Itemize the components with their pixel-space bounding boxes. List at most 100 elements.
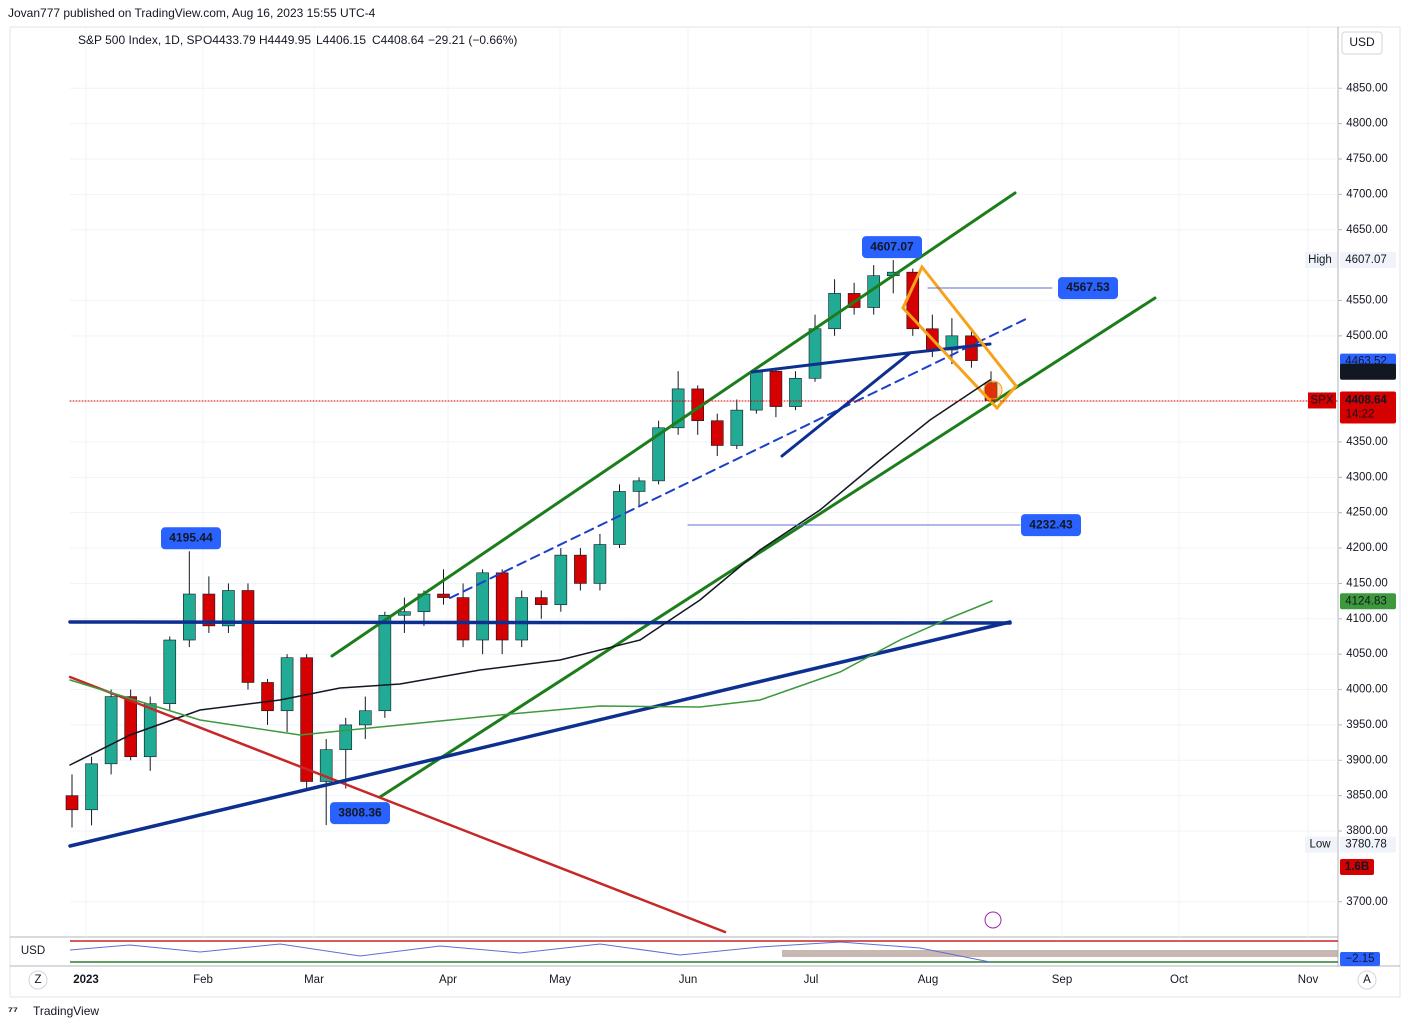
- candle-body: [104, 696, 118, 765]
- symbol-name: S&P 500 Index, 1D, SP: [78, 33, 203, 47]
- highlight: [983, 380, 1003, 400]
- x-tick-label: May: [549, 974, 571, 986]
- horizontal-support: [68, 620, 1012, 625]
- y-tick-label: 4550.00: [1346, 294, 1388, 306]
- x-tick-label: Feb: [193, 974, 213, 986]
- candle-body: [456, 597, 470, 641]
- candle-body: [143, 703, 157, 758]
- y-tick-label: 4350.00: [1346, 436, 1388, 448]
- event-icon[interactable]: [984, 911, 1002, 929]
- callout-label: 4567.53: [1066, 280, 1110, 294]
- candle-body: [202, 593, 216, 627]
- candle-body: [652, 427, 665, 482]
- candle-body: [280, 657, 294, 712]
- scale-label-box: [1340, 593, 1396, 610]
- candle-body: [515, 597, 529, 641]
- plot-area: [65, 27, 1338, 937]
- scale-label-box: [1340, 836, 1396, 853]
- candle-body: [632, 480, 646, 492]
- y-tick-label: 4000.00: [1346, 684, 1388, 696]
- x-tick-label: Sep: [1052, 974, 1072, 986]
- candle-body: [163, 639, 177, 704]
- callout-box: [330, 802, 390, 825]
- candle-body: [124, 696, 137, 758]
- candle-body: [789, 377, 802, 407]
- low-tag: [1305, 836, 1337, 853]
- published-line: Jovan777 published on TradingView.com, A…: [8, 6, 376, 20]
- ma-green: [69, 600, 993, 736]
- callout-label: 4607.07: [870, 239, 914, 253]
- y-tick-label: 4050.00: [1346, 648, 1388, 660]
- candle-body: [750, 370, 763, 411]
- y-tick-label: 3950.00: [1346, 719, 1388, 731]
- scale-label-box: [1340, 252, 1396, 269]
- candle-body: [358, 710, 372, 726]
- scale-label: 4449.23: [1345, 366, 1387, 378]
- candle-body: [65, 795, 79, 811]
- volume-label: 1.6B: [1345, 861, 1369, 873]
- currency[interactable]: USD: [1349, 35, 1375, 49]
- y-tick-label: 4750.00: [1346, 153, 1388, 165]
- y-tick-label: 4300.00: [1346, 471, 1388, 483]
- candle-body: [398, 611, 411, 616]
- legend-item: O4433.79: [203, 33, 256, 47]
- y-tick-label: 4650.00: [1346, 224, 1388, 236]
- candle-body: [300, 657, 313, 782]
- y-tick-label: 4150.00: [1346, 577, 1388, 589]
- legend-item: C4408.64: [372, 33, 424, 47]
- channel-upper: [330, 191, 1017, 658]
- ohlc-legend: O4433.79 H4449.95 L4406.15 C4408.64 −29.21 (…: [203, 33, 517, 47]
- scale-label: 4124.83: [1345, 595, 1387, 607]
- high-tag: [1305, 252, 1337, 269]
- candle-body: [808, 328, 822, 379]
- candle-body: [378, 614, 392, 712]
- x-tick-label: Oct: [1170, 974, 1189, 986]
- oscillator-label: −2.15: [1345, 953, 1374, 965]
- falling-channel: [901, 264, 1018, 411]
- candle-body: [339, 724, 353, 750]
- scale-label: 3780.78: [1345, 839, 1387, 851]
- candle-body: [554, 554, 568, 605]
- last-label: 4408.64: [1345, 394, 1387, 406]
- dashed-trend: [449, 317, 1029, 599]
- wedge-bottom: [780, 351, 912, 458]
- x-tick-label: Jul: [804, 974, 819, 986]
- y-tick-label: 4800.00: [1346, 118, 1388, 130]
- candle-body: [437, 593, 450, 598]
- callout-box: [1021, 514, 1081, 537]
- currency-box[interactable]: [1341, 31, 1383, 55]
- candle-body: [769, 370, 783, 407]
- candle-body: [534, 597, 548, 605]
- x-tick-label: Mar: [304, 974, 324, 986]
- countdown: 14:22: [1346, 408, 1375, 420]
- y-tick-label: 4250.00: [1346, 507, 1388, 519]
- legend-item: −29.21 (−0.66%): [428, 33, 517, 47]
- zoom-label[interactable]: Z: [34, 974, 41, 986]
- y-tick-label: 4200.00: [1346, 542, 1388, 554]
- symbol-tag: [1308, 392, 1336, 409]
- oscillator-band: [782, 950, 1338, 957]
- y-tick-label: 4850.00: [1346, 82, 1388, 94]
- candle-body: [730, 409, 744, 446]
- candle-body: [495, 572, 509, 641]
- scale-label-box: [1340, 363, 1396, 380]
- zoom-button[interactable]: [28, 970, 48, 990]
- auto-button[interactable]: [1357, 970, 1377, 990]
- symbol-text: SPX: [1310, 394, 1333, 406]
- candle-body: [183, 593, 196, 641]
- y-tick-label: 4500.00: [1346, 330, 1388, 342]
- candle-body: [222, 590, 235, 627]
- downtrend-line: [68, 675, 727, 934]
- brand-logo: ⁷⁷: [8, 1004, 18, 1018]
- callout-label: 3808.36: [338, 805, 382, 819]
- candle-body: [593, 544, 607, 584]
- legend-item: H4449.95: [259, 33, 311, 47]
- legend-item: L4406.15: [316, 33, 366, 47]
- scale-label: 4607.07: [1345, 254, 1387, 266]
- candle-body: [261, 682, 274, 712]
- oscillator-line: [69, 941, 991, 963]
- y-tick-label: 3850.00: [1346, 790, 1388, 802]
- x-tick-label: Aug: [918, 974, 938, 986]
- x-tick-label: Apr: [439, 974, 457, 986]
- auto-label[interactable]: A: [1363, 974, 1371, 986]
